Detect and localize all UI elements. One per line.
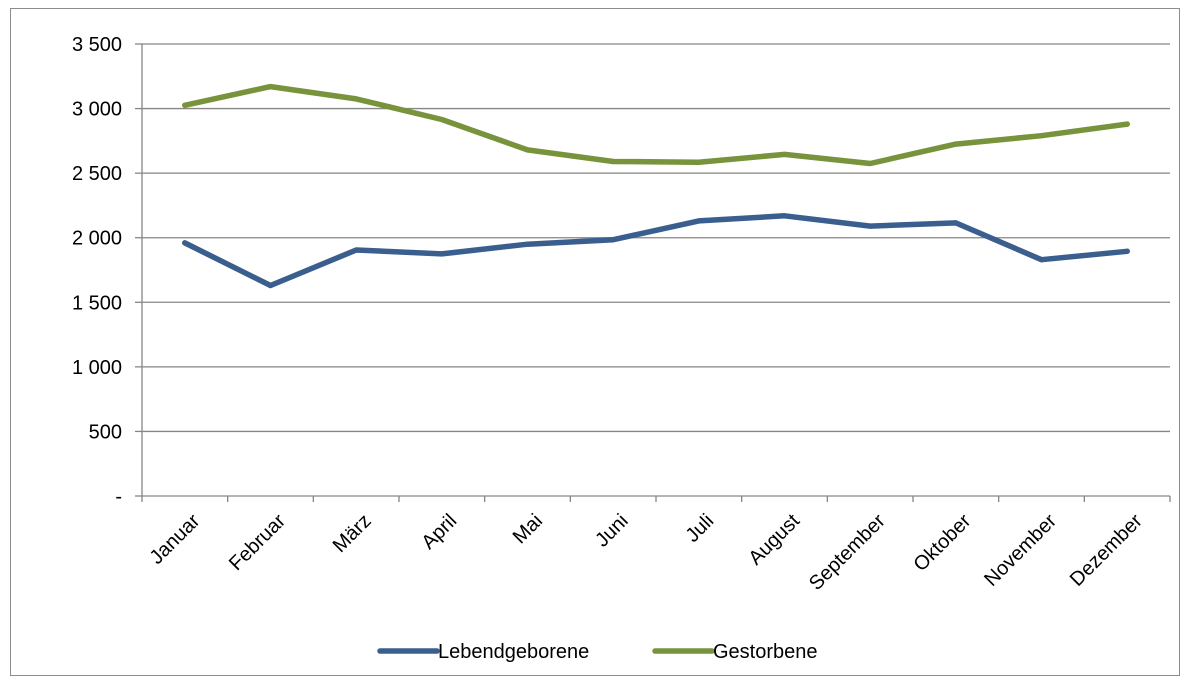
x-tick-label: Mai bbox=[509, 510, 547, 548]
series-line-0 bbox=[182, 213, 1130, 289]
data-point bbox=[267, 282, 274, 289]
data-point bbox=[182, 240, 188, 246]
y-tick-label: 1 000 bbox=[72, 357, 122, 379]
data-point bbox=[696, 218, 702, 224]
data-point bbox=[1038, 133, 1045, 139]
x-tick-label: Januar bbox=[146, 510, 205, 569]
grid-lines bbox=[142, 43, 1170, 433]
series-lines bbox=[182, 83, 1130, 289]
series-line-1 bbox=[182, 83, 1130, 167]
legend: Lebendgeborene Gestorbene bbox=[377, 641, 818, 663]
legend-label: Gestorbene bbox=[713, 641, 818, 663]
x-tick-label: Juni bbox=[591, 510, 633, 552]
x-tick-label: Oktober bbox=[909, 510, 975, 576]
x-tick-label: März bbox=[329, 510, 376, 557]
data-point bbox=[953, 220, 959, 226]
y-tick-label: 3 500 bbox=[72, 34, 122, 56]
axes bbox=[135, 43, 1171, 502]
y-tick-label: 2 000 bbox=[72, 228, 122, 250]
data-point bbox=[267, 84, 274, 90]
data-point bbox=[439, 251, 445, 257]
data-point bbox=[781, 151, 788, 158]
data-point bbox=[524, 241, 531, 247]
x-tick-label: November bbox=[980, 510, 1061, 591]
x-tick-label: August bbox=[744, 510, 804, 570]
data-point bbox=[610, 158, 616, 165]
data-point bbox=[867, 160, 873, 167]
x-tick-labels: Januar Februar März April Mai Juni Juli August S… bbox=[146, 510, 1147, 595]
y-tick-label: - bbox=[115, 486, 122, 508]
y-tick-label: 500 bbox=[89, 421, 122, 443]
data-point bbox=[353, 247, 359, 253]
y-tick-label: 3 000 bbox=[72, 99, 122, 121]
y-tick-label: 2 500 bbox=[72, 163, 122, 185]
data-point bbox=[439, 116, 445, 123]
data-point bbox=[696, 159, 702, 165]
x-tick-label: April bbox=[418, 510, 462, 554]
chart-frame bbox=[10, 8, 1180, 676]
data-point bbox=[1124, 248, 1130, 254]
data-point bbox=[781, 213, 788, 219]
x-tick-label: Dezember bbox=[1066, 510, 1147, 591]
x-tick-label: Februar bbox=[225, 510, 290, 575]
data-point bbox=[353, 96, 359, 102]
y-tick-label: 1 500 bbox=[72, 292, 122, 314]
data-point bbox=[953, 141, 959, 147]
data-point bbox=[182, 102, 188, 108]
x-tick-label: Juli bbox=[682, 510, 719, 547]
data-point bbox=[610, 237, 616, 243]
x-tick-label: September bbox=[805, 510, 890, 595]
y-tick-labels: - 500 1 000 1 500 2 000 2 500 3 000 3 500 bbox=[72, 34, 122, 508]
legend-label: Lebendgeborene bbox=[438, 641, 589, 663]
data-point bbox=[1038, 257, 1045, 263]
data-point bbox=[867, 223, 873, 229]
data-point bbox=[1124, 121, 1130, 127]
data-point bbox=[524, 147, 531, 153]
